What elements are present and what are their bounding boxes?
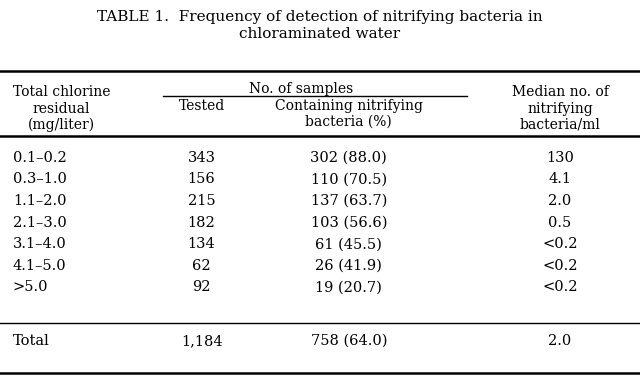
Text: TABLE 1.  Frequency of detection of nitrifying bacteria in: TABLE 1. Frequency of detection of nitri… — [97, 10, 543, 24]
Text: Total: Total — [13, 334, 49, 348]
Text: 2.0: 2.0 — [548, 334, 572, 348]
Text: 3.1–4.0: 3.1–4.0 — [13, 237, 67, 251]
Text: 19 (20.7): 19 (20.7) — [316, 280, 382, 294]
Text: Tested: Tested — [179, 99, 225, 113]
Text: Total chlorine
residual
(mg/liter): Total chlorine residual (mg/liter) — [13, 85, 110, 132]
Text: <0.2: <0.2 — [542, 237, 578, 251]
Text: 134: 134 — [188, 237, 216, 251]
Text: 4.1: 4.1 — [548, 172, 572, 187]
Text: 182: 182 — [188, 216, 216, 230]
Text: 4.1–5.0: 4.1–5.0 — [13, 259, 67, 273]
Text: 0.5: 0.5 — [548, 216, 572, 230]
Text: 215: 215 — [188, 194, 216, 208]
Text: No. of samples: No. of samples — [249, 82, 353, 96]
Text: 103 (56.6): 103 (56.6) — [310, 216, 387, 230]
Text: 343: 343 — [188, 151, 216, 165]
Text: <0.2: <0.2 — [542, 280, 578, 294]
Text: 1,184: 1,184 — [180, 334, 223, 348]
Text: chloraminated water: chloraminated water — [239, 27, 401, 42]
Text: 0.1–0.2: 0.1–0.2 — [13, 151, 67, 165]
Text: <0.2: <0.2 — [542, 259, 578, 273]
Text: 130: 130 — [546, 151, 574, 165]
Text: 2.0: 2.0 — [548, 194, 572, 208]
Text: 62: 62 — [192, 259, 211, 273]
Text: 302 (88.0): 302 (88.0) — [310, 151, 387, 165]
Text: 156: 156 — [188, 172, 216, 187]
Text: 1.1–2.0: 1.1–2.0 — [13, 194, 67, 208]
Text: 137 (63.7): 137 (63.7) — [310, 194, 387, 208]
Text: 26 (41.9): 26 (41.9) — [316, 259, 382, 273]
Text: 61 (45.5): 61 (45.5) — [316, 237, 382, 251]
Text: 110 (70.5): 110 (70.5) — [311, 172, 387, 187]
Text: >5.0: >5.0 — [13, 280, 48, 294]
Text: 758 (64.0): 758 (64.0) — [310, 334, 387, 348]
Text: Containing nitrifying
bacteria (%): Containing nitrifying bacteria (%) — [275, 99, 423, 129]
Text: Median no. of
nitrifying
bacteria/ml: Median no. of nitrifying bacteria/ml — [511, 85, 609, 132]
Text: 2.1–3.0: 2.1–3.0 — [13, 216, 67, 230]
Text: 92: 92 — [193, 280, 211, 294]
Text: 0.3–1.0: 0.3–1.0 — [13, 172, 67, 187]
